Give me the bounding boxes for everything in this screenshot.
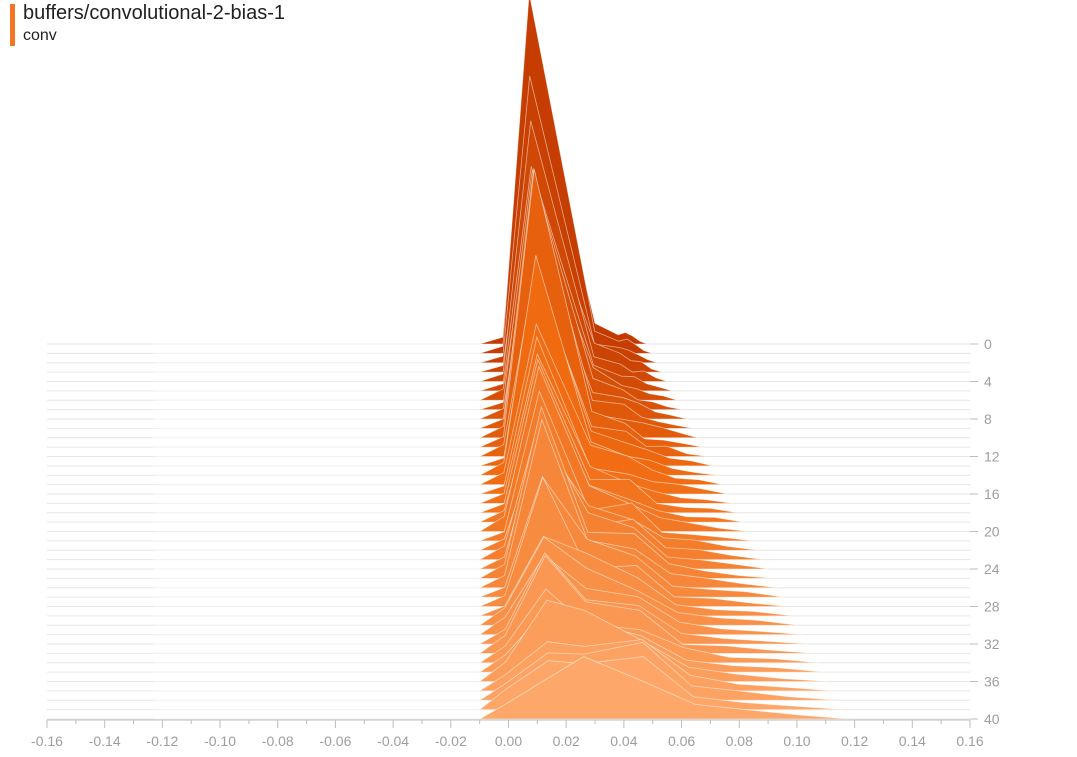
series-layer [153,0,849,720]
histogram-ridge [153,120,668,382]
step-tick-label: 40 [984,711,1000,727]
x-tick-label: 0.14 [899,733,926,749]
x-tick-label: 0.02 [553,733,580,749]
histogram-ridge [153,358,738,514]
x-tick-label: 0.08 [726,733,753,749]
step-tick-label: 28 [984,599,1000,615]
histogram-ridge [153,203,678,401]
x-tick-label: -0.06 [319,733,351,749]
step-tick-label: 16 [984,486,1000,502]
x-tick-label: -0.16 [31,733,63,749]
accent-bar [10,4,15,46]
x-tick-label: -0.10 [204,733,236,749]
histogram-ridge [153,418,779,589]
x-tick-label: -0.08 [262,733,294,749]
step-tick-label: 20 [984,524,1000,540]
step-tick-label: 12 [984,449,1000,465]
x-tick-label: 0.04 [610,733,637,749]
histogram-ridge [153,389,754,542]
chart-subtitle: conv [23,27,57,44]
x-tick-label: 0.00 [495,733,522,749]
step-tick-label: 36 [984,674,1000,690]
x-tick-label: -0.02 [435,733,467,749]
axis-layer: -0.16 -0.14 -0.12 -0.10 -0.08 -0.06 -0.04 -0.02… [31,336,1000,749]
x-tick-label: 0.16 [956,733,983,749]
step-tick-label: 4 [984,374,992,390]
histogram-ridge [153,405,774,579]
x-tick-label: -0.04 [377,733,409,749]
x-tick-label: 0.12 [841,733,868,749]
x-tick-label: 0.10 [783,733,810,749]
x-tick-label: -0.14 [89,733,121,749]
step-tick-label: 32 [984,636,1000,652]
step-tick-label: 0 [984,336,992,352]
histogram-ridge [153,554,814,654]
chart-title: buffers/convolutional-2-bias-1 [23,2,286,24]
x-tick-label: 0.06 [668,733,695,749]
histogram-ridge [153,656,849,720]
step-tick-label: 24 [984,561,1000,577]
step-tick-label: 8 [984,411,992,427]
x-tick-label: -0.12 [146,733,178,749]
